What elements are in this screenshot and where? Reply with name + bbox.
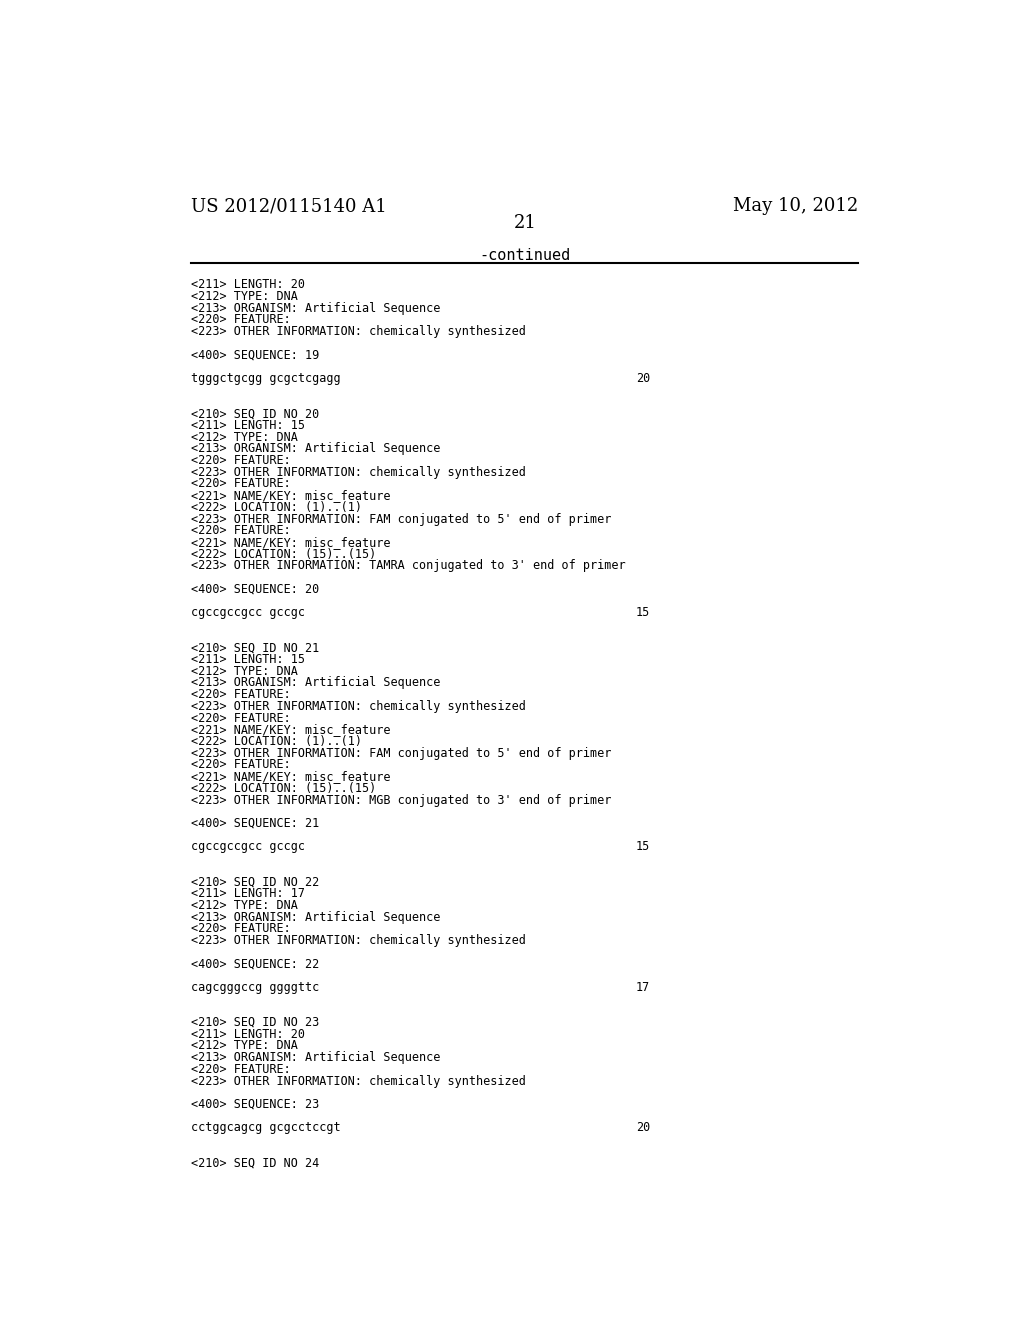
Text: <221> NAME/KEY: misc_feature: <221> NAME/KEY: misc_feature bbox=[191, 536, 391, 549]
Text: <211> LENGTH: 20: <211> LENGTH: 20 bbox=[191, 1028, 305, 1040]
Text: US 2012/0115140 A1: US 2012/0115140 A1 bbox=[191, 197, 387, 215]
Text: <211> LENGTH: 17: <211> LENGTH: 17 bbox=[191, 887, 305, 900]
Text: <221> NAME/KEY: misc_feature: <221> NAME/KEY: misc_feature bbox=[191, 723, 391, 737]
Text: <212> TYPE: DNA: <212> TYPE: DNA bbox=[191, 899, 298, 912]
Text: <220> FEATURE:: <220> FEATURE: bbox=[191, 1063, 291, 1076]
Text: <211> LENGTH: 15: <211> LENGTH: 15 bbox=[191, 653, 305, 667]
Text: <213> ORGANISM: Artificial Sequence: <213> ORGANISM: Artificial Sequence bbox=[191, 302, 441, 314]
Text: <220> FEATURE:: <220> FEATURE: bbox=[191, 688, 291, 701]
Text: <210> SEQ ID NO 21: <210> SEQ ID NO 21 bbox=[191, 642, 319, 655]
Text: <210> SEQ ID NO 23: <210> SEQ ID NO 23 bbox=[191, 1016, 319, 1030]
Text: <220> FEATURE:: <220> FEATURE: bbox=[191, 454, 291, 467]
Text: <221> NAME/KEY: misc_feature: <221> NAME/KEY: misc_feature bbox=[191, 490, 391, 502]
Text: <400> SEQUENCE: 19: <400> SEQUENCE: 19 bbox=[191, 348, 319, 362]
Text: <210> SEQ ID NO 22: <210> SEQ ID NO 22 bbox=[191, 875, 319, 888]
Text: May 10, 2012: May 10, 2012 bbox=[733, 197, 858, 215]
Text: <221> NAME/KEY: misc_feature: <221> NAME/KEY: misc_feature bbox=[191, 770, 391, 783]
Text: <213> ORGANISM: Artificial Sequence: <213> ORGANISM: Artificial Sequence bbox=[191, 1051, 441, 1064]
Text: cagcgggccg ggggttc: cagcgggccg ggggttc bbox=[191, 981, 319, 994]
Text: <223> OTHER INFORMATION: chemically synthesized: <223> OTHER INFORMATION: chemically synt… bbox=[191, 466, 526, 479]
Text: <223> OTHER INFORMATION: chemically synthesized: <223> OTHER INFORMATION: chemically synt… bbox=[191, 1074, 526, 1088]
Text: <211> LENGTH: 15: <211> LENGTH: 15 bbox=[191, 418, 305, 432]
Text: <220> FEATURE:: <220> FEATURE: bbox=[191, 524, 291, 537]
Text: <400> SEQUENCE: 22: <400> SEQUENCE: 22 bbox=[191, 957, 319, 970]
Text: <400> SEQUENCE: 21: <400> SEQUENCE: 21 bbox=[191, 817, 319, 830]
Text: <211> LENGTH: 20: <211> LENGTH: 20 bbox=[191, 279, 305, 292]
Text: 20: 20 bbox=[636, 372, 650, 385]
Text: 15: 15 bbox=[636, 841, 650, 853]
Text: 20: 20 bbox=[636, 1122, 650, 1134]
Text: <220> FEATURE:: <220> FEATURE: bbox=[191, 711, 291, 725]
Text: <222> LOCATION: (1)..(1): <222> LOCATION: (1)..(1) bbox=[191, 735, 362, 748]
Text: <213> ORGANISM: Artificial Sequence: <213> ORGANISM: Artificial Sequence bbox=[191, 442, 441, 455]
Text: <223> OTHER INFORMATION: chemically synthesized: <223> OTHER INFORMATION: chemically synt… bbox=[191, 325, 526, 338]
Text: cctggcagcg gcgcctccgt: cctggcagcg gcgcctccgt bbox=[191, 1122, 341, 1134]
Text: <220> FEATURE:: <220> FEATURE: bbox=[191, 759, 291, 771]
Text: <223> OTHER INFORMATION: chemically synthesized: <223> OTHER INFORMATION: chemically synt… bbox=[191, 700, 526, 713]
Text: <400> SEQUENCE: 23: <400> SEQUENCE: 23 bbox=[191, 1098, 319, 1111]
Text: 15: 15 bbox=[636, 606, 650, 619]
Text: <220> FEATURE:: <220> FEATURE: bbox=[191, 923, 291, 936]
Text: <222> LOCATION: (1)..(1): <222> LOCATION: (1)..(1) bbox=[191, 500, 362, 513]
Text: <220> FEATURE:: <220> FEATURE: bbox=[191, 478, 291, 491]
Text: <213> ORGANISM: Artificial Sequence: <213> ORGANISM: Artificial Sequence bbox=[191, 911, 441, 924]
Text: 21: 21 bbox=[513, 214, 537, 232]
Text: <223> OTHER INFORMATION: chemically synthesized: <223> OTHER INFORMATION: chemically synt… bbox=[191, 935, 526, 946]
Text: <220> FEATURE:: <220> FEATURE: bbox=[191, 313, 291, 326]
Text: -continued: -continued bbox=[479, 248, 570, 263]
Text: <223> OTHER INFORMATION: FAM conjugated to 5' end of primer: <223> OTHER INFORMATION: FAM conjugated … bbox=[191, 747, 612, 760]
Text: <400> SEQUENCE: 20: <400> SEQUENCE: 20 bbox=[191, 582, 319, 595]
Text: <212> TYPE: DNA: <212> TYPE: DNA bbox=[191, 290, 298, 304]
Text: <222> LOCATION: (15)..(15): <222> LOCATION: (15)..(15) bbox=[191, 548, 377, 561]
Text: tgggctgcgg gcgctcgagg: tgggctgcgg gcgctcgagg bbox=[191, 372, 341, 385]
Text: cgccgccgcc gccgc: cgccgccgcc gccgc bbox=[191, 606, 305, 619]
Text: <213> ORGANISM: Artificial Sequence: <213> ORGANISM: Artificial Sequence bbox=[191, 676, 441, 689]
Text: 17: 17 bbox=[636, 981, 650, 994]
Text: <212> TYPE: DNA: <212> TYPE: DNA bbox=[191, 1039, 298, 1052]
Text: <212> TYPE: DNA: <212> TYPE: DNA bbox=[191, 430, 298, 444]
Text: <223> OTHER INFORMATION: FAM conjugated to 5' end of primer: <223> OTHER INFORMATION: FAM conjugated … bbox=[191, 512, 612, 525]
Text: <212> TYPE: DNA: <212> TYPE: DNA bbox=[191, 665, 298, 677]
Text: <223> OTHER INFORMATION: TAMRA conjugated to 3' end of primer: <223> OTHER INFORMATION: TAMRA conjugate… bbox=[191, 560, 626, 573]
Text: <223> OTHER INFORMATION: MGB conjugated to 3' end of primer: <223> OTHER INFORMATION: MGB conjugated … bbox=[191, 793, 612, 807]
Text: cgccgccgcc gccgc: cgccgccgcc gccgc bbox=[191, 841, 305, 853]
Text: <210> SEQ ID NO 24: <210> SEQ ID NO 24 bbox=[191, 1156, 319, 1170]
Text: <222> LOCATION: (15)..(15): <222> LOCATION: (15)..(15) bbox=[191, 781, 377, 795]
Text: <210> SEQ ID NO 20: <210> SEQ ID NO 20 bbox=[191, 407, 319, 420]
